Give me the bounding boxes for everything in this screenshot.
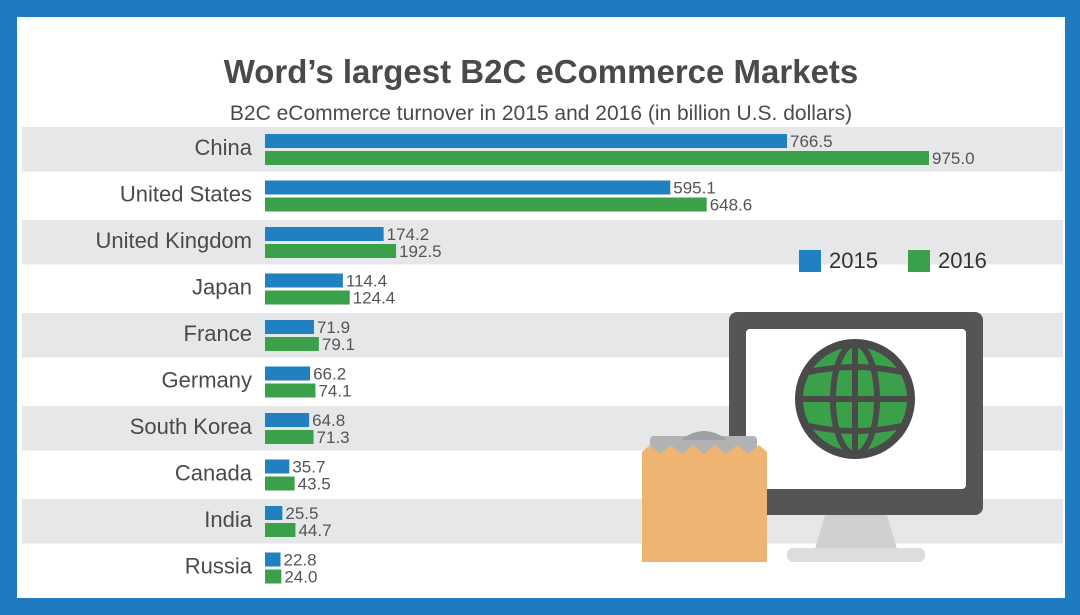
bar-2015-france — [265, 320, 314, 334]
bar-2015-japan — [265, 273, 343, 288]
category-label-united-states: United States — [120, 182, 252, 207]
row-band-united-kingdom — [22, 220, 1063, 265]
category-label-canada: Canada — [175, 461, 253, 486]
bar-2016-canada — [265, 476, 295, 491]
bar-2016-india — [265, 523, 296, 537]
category-label-france: France — [184, 321, 252, 346]
bar-2016-germany — [265, 383, 316, 398]
ecommerce-illustration — [642, 312, 983, 562]
data-label-2016-united-states: 648.6 — [710, 196, 753, 215]
bar-2016-russia — [265, 569, 282, 584]
data-label-2016-china: 975.0 — [932, 149, 975, 168]
legend-swatch-2015 — [799, 250, 821, 272]
data-label-2015-canada: 35.7 — [292, 458, 325, 477]
category-label-china: China — [195, 135, 253, 160]
bar-2015-united-kingdom — [265, 227, 384, 241]
bar-2015-canada — [265, 459, 290, 474]
data-label-2016-canada: 43.5 — [298, 475, 331, 494]
data-label-2016-south-korea: 71.3 — [317, 428, 350, 447]
bar-2015-south-korea — [265, 413, 310, 427]
data-label-2015-china: 766.5 — [790, 132, 833, 151]
data-label-2015-russia: 22.8 — [284, 551, 317, 570]
bar-2015-united-states — [265, 180, 671, 195]
bar-2015-russia — [265, 552, 281, 567]
legend: 2015 2016 — [799, 248, 1017, 274]
chart-subtitle: B2C eCommerce turnover in 2015 and 2016 … — [229, 102, 853, 125]
category-label-germany: Germany — [162, 368, 252, 393]
legend-item-2015: 2015 — [799, 248, 878, 274]
globe-icon — [795, 339, 915, 459]
data-label-2016-japan: 124.4 — [353, 289, 396, 308]
data-label-2015-japan: 114.4 — [346, 272, 387, 291]
bar-2016-china — [265, 151, 929, 165]
bar-2016-south-korea — [265, 430, 314, 444]
legend-label-2015: 2015 — [829, 248, 878, 273]
chart-title: Word’s largest B2C eCommerce Markets — [223, 53, 859, 90]
data-label-2016-germany: 74.1 — [318, 382, 351, 401]
legend-label-2016: 2016 — [937, 248, 987, 273]
category-label-japan: Japan — [192, 275, 252, 300]
data-label-2015-south-korea: 64.8 — [312, 411, 345, 430]
bar-2015-germany — [265, 366, 311, 381]
category-label-russia: Russia — [185, 554, 253, 579]
data-label-2016-russia: 24.0 — [284, 568, 317, 587]
category-label-india: India — [204, 507, 252, 532]
shopping-bag-icon — [642, 431, 767, 562]
data-label-2015-united-states: 595.1 — [673, 179, 716, 198]
bar-2015-india — [265, 506, 283, 520]
category-label-united-kingdom: United Kingdom — [95, 228, 252, 253]
data-label-2016-france: 79.1 — [322, 335, 355, 354]
data-label-2015-united-kingdom: 174.2 — [387, 225, 430, 244]
data-label-2016-united-kingdom: 192.5 — [399, 242, 442, 261]
bar-2016-france — [265, 337, 319, 351]
data-label-2016-india: 44.7 — [298, 521, 331, 540]
data-label-2015-india: 25.5 — [285, 504, 318, 523]
chart-card: Word’s largest B2C eCommerce Markets B2C… — [17, 17, 1065, 598]
bar-2016-united-states — [265, 197, 707, 212]
data-label-2015-france: 71.9 — [317, 318, 350, 337]
data-label-2015-germany: 66.2 — [313, 365, 346, 384]
legend-item-2016: 2016 — [907, 248, 987, 274]
bar-2016-united-kingdom — [265, 244, 397, 258]
legend-swatch-2016 — [907, 250, 930, 272]
bar-2015-china — [265, 134, 788, 148]
category-label-south-korea: South Korea — [130, 414, 253, 439]
bar-2016-japan — [265, 290, 350, 305]
